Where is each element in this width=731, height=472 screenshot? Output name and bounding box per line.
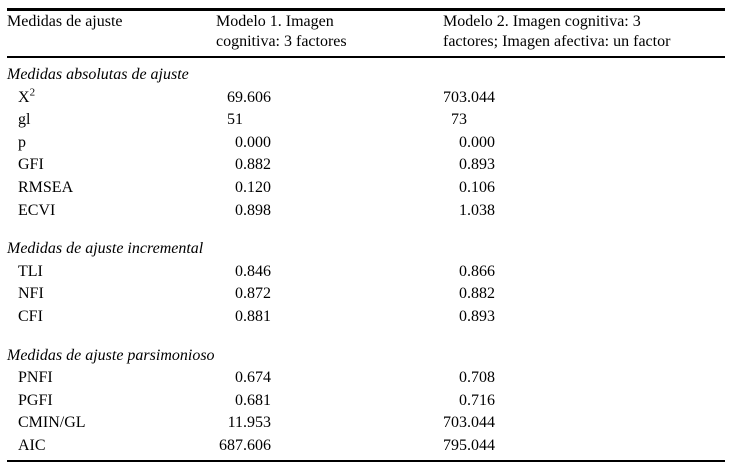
row-label-text: X [18, 88, 30, 106]
value-model2-frac: .000 [467, 133, 495, 151]
value-model2-frac: .882 [467, 285, 495, 303]
value-model1-int: 687 [219, 436, 243, 454]
value-model1-frac: .674 [243, 369, 271, 387]
value-model1-int: 0 [235, 285, 243, 303]
section-absolute-fit: Medidas absolutas de ajuste X2 69.606 70… [7, 64, 725, 222]
section-parsimony-fit: Medidas de ajuste parsimonioso PNFI 0.67… [7, 345, 725, 458]
value-model1-frac: .881 [243, 307, 271, 325]
value-model2-int: 0 [459, 391, 467, 409]
table-body: Medidas absolutas de ajuste X2 69.606 70… [7, 58, 725, 458]
section-incremental-fit: Medidas de ajuste incremental TLI 0.846 … [7, 238, 725, 328]
section-title: Medidas de ajuste parsimonioso [7, 346, 215, 364]
value-model1-frac: .882 [243, 156, 271, 174]
value-model2-int: 0 [459, 133, 467, 151]
value-model2-int: 0 [459, 285, 467, 303]
value-model1-int: 0 [235, 178, 243, 196]
table-row: NFI 0.872 0.882 [7, 283, 725, 306]
row-label: ECVI [18, 201, 56, 219]
value-model2-frac: .716 [467, 391, 495, 409]
value-model2-int: 795 [443, 436, 467, 454]
value-model2-frac: .708 [467, 369, 495, 387]
row-label: TLI [18, 262, 43, 280]
row-label: X2 [7, 86, 36, 106]
column-header-model1: Modelo 1. Imagen cognitiva: 3 factores [216, 12, 347, 52]
bottom-rule [7, 460, 725, 462]
table-row: CFI 0.881 0.893 [7, 306, 725, 329]
section-title: Medidas de ajuste incremental [7, 240, 204, 258]
value-model1-int: 0 [235, 391, 243, 409]
table-row: X2 69.606 703.044 [7, 87, 725, 110]
value-model2-int: 0 [459, 307, 467, 325]
value-model1-int: 0 [235, 201, 243, 219]
row-label: AIC [18, 436, 46, 454]
row-label: PNFI [18, 369, 53, 387]
value-model1-frac: .606 [243, 436, 271, 454]
row-label: PGFI [18, 391, 53, 409]
row-label: NFI [18, 285, 44, 303]
table-row: RMSEA 0.120 0.106 [7, 177, 725, 200]
value-model2-frac: .893 [467, 307, 495, 325]
column-header-line: Modelo 1. Imagen [216, 13, 334, 30]
value-model2-int: 73 [451, 111, 467, 129]
value-model1-frac: .000 [243, 133, 271, 151]
value-model1-int: 0 [235, 133, 243, 151]
column-header-line: Modelo 2. Imagen cognitiva: 3 [443, 13, 641, 30]
table-row: PNFI 0.674 0.708 [7, 367, 725, 390]
value-model1-frac: .898 [243, 201, 271, 219]
value-model2-int: 1 [459, 201, 467, 219]
table-row: CMIN/GL 11.953 703.044 [7, 412, 725, 435]
row-label: CMIN/GL [18, 414, 86, 432]
column-header-measures: Medidas de ajuste [7, 12, 123, 32]
column-header-model2: Modelo 2. Imagen cognitiva: 3 factores; … [443, 12, 670, 52]
value-model2-frac: .044 [467, 436, 495, 454]
value-model1-int: 0 [235, 262, 243, 280]
value-model1-int: 0 [235, 369, 243, 387]
value-model2-int: 0 [459, 262, 467, 280]
value-model1-int: 0 [235, 156, 243, 174]
table-row: gl 51 73 [7, 109, 725, 132]
value-model2-int: 703 [443, 88, 467, 106]
value-model2-int: 0 [459, 156, 467, 174]
value-model1-frac: .120 [243, 178, 271, 196]
row-label: CFI [18, 307, 43, 325]
value-model1-int: 69 [227, 88, 243, 106]
value-model1-frac: .872 [243, 285, 271, 303]
value-model1-frac: .606 [243, 88, 271, 106]
value-model1-frac: .846 [243, 262, 271, 280]
table-row: PGFI 0.681 0.716 [7, 390, 725, 413]
row-label: p [18, 133, 26, 151]
value-model1-int: 11 [227, 414, 243, 432]
table-row: GFI 0.882 0.893 [7, 154, 725, 177]
value-model2-int: 0 [459, 178, 467, 196]
row-label: RMSEA [18, 178, 74, 196]
table-row: TLI 0.846 0.866 [7, 261, 725, 284]
value-model2-frac: .044 [467, 88, 495, 106]
value-model2-int: 703 [443, 414, 467, 432]
value-model2-frac: .106 [467, 178, 495, 196]
row-label: GFI [18, 156, 44, 174]
value-model2-frac: .866 [467, 262, 495, 280]
value-model1-int: 51 [227, 111, 243, 129]
row-label: gl [18, 111, 31, 129]
top-rule [7, 8, 725, 11]
value-model2-frac: .893 [467, 156, 495, 174]
value-model1-frac: .953 [243, 414, 271, 432]
column-header-line: cognitiva: 3 factores [216, 33, 347, 50]
column-header-line: factores; Imagen afectiva: un factor [443, 33, 671, 50]
section-title: Medidas absolutas de ajuste [7, 66, 189, 83]
table-row: p 0.000 0.000 [7, 132, 725, 155]
column-header-label: Medidas de ajuste [7, 13, 123, 30]
value-model2-frac: .044 [467, 414, 495, 432]
table-row: ECVI 0.898 1.038 [7, 200, 725, 223]
table-row: AIC 687.606 795.044 [7, 435, 725, 458]
value-model1-int: 0 [235, 307, 243, 325]
row-label-superscript: 2 [29, 86, 36, 99]
value-model2-frac: .038 [467, 201, 495, 219]
value-model1-frac: .681 [243, 391, 271, 409]
header-rule [7, 56, 725, 58]
value-model2-int: 0 [459, 369, 467, 387]
